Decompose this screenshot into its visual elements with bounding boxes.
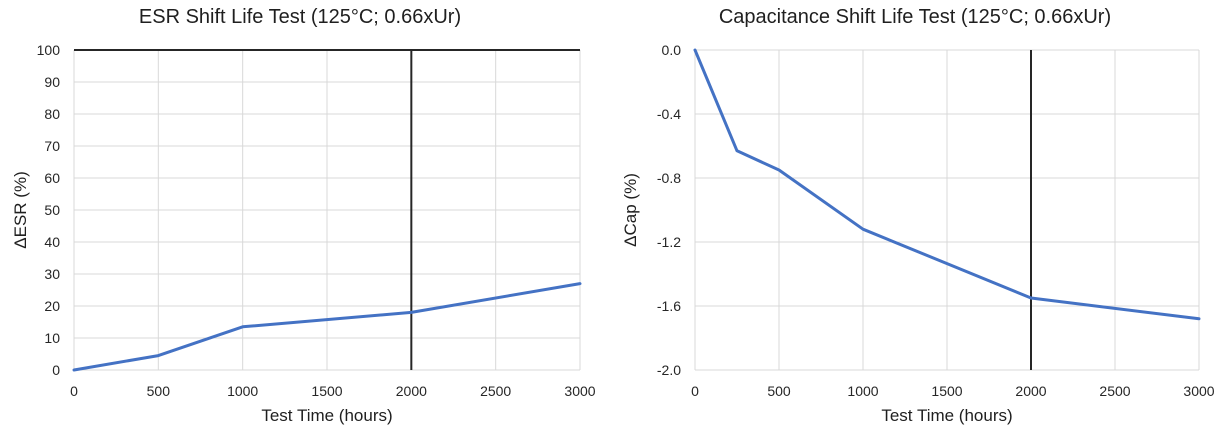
esr-y-tick-label: 30 (44, 266, 60, 282)
cap-x-axis-title: Test Time (hours) (881, 406, 1012, 425)
esr-y-tick-label: 60 (44, 170, 60, 186)
cap-x-tick-label: 0 (691, 383, 699, 399)
esr-y-tick-label: 20 (44, 298, 60, 314)
esr-x-tick-label: 3000 (564, 383, 595, 399)
esr-y-tick-label: 0 (52, 362, 60, 378)
cap-y-axis-title: ΔCap (%) (621, 173, 640, 247)
esr-y-axis-title: ΔESR (%) (11, 171, 30, 248)
esr-y-tick-label: 10 (44, 330, 60, 346)
cap-chart-title: Capacitance Shift Life Test (125°C; 0.66… (718, 6, 1112, 28)
cap-series-line (693, 48, 1201, 321)
cap-x-tick-label: 3000 (1183, 383, 1214, 399)
cap-y-tick-label: -0.4 (657, 106, 681, 122)
cap-y-tick-label: -2.0 (657, 362, 681, 378)
cap-y-tick-label: -0.8 (657, 170, 681, 186)
cap-chart-svg: -2.0 -1.6 -1.2 -0.8 -0.4 0.0 0 500 1000 1500 2000 2… (621, 42, 1215, 425)
cap-x-tick-label: 1000 (847, 383, 878, 399)
esr-x-tick-label: 1500 (311, 383, 342, 399)
cap-x-tick-label: 500 (767, 383, 791, 399)
cap-y-tick-label: -1.2 (657, 234, 681, 250)
esr-y-tick-label: 50 (44, 202, 60, 218)
esr-x-tick-label: 0 (70, 383, 78, 399)
esr-y-tick-label: 100 (37, 42, 61, 58)
esr-x-axis-title: Test Time (hours) (261, 406, 392, 425)
esr-y-tick-label: 90 (44, 74, 60, 90)
cap-x-tick-label: 2000 (1015, 383, 1046, 399)
esr-x-tick-label: 500 (147, 383, 171, 399)
esr-chart-title: ESR Shift Life Test (125°C; 0.66xUr) (138, 6, 462, 28)
cap-y-tick-label: -1.6 (657, 298, 681, 314)
cap-chart-panel: Capacitance Shift Life Test (125°C; 0.66… (610, 0, 1220, 427)
esr-x-tick-label: 2000 (396, 383, 427, 399)
cap-x-tick-label: 2500 (1099, 383, 1130, 399)
esr-series-line (72, 282, 582, 372)
esr-chart-panel: ESR Shift Life Test (125°C; 0.66xUr) 0 10… (0, 0, 600, 427)
esr-y-tick-label: 80 (44, 106, 60, 122)
cap-y-tick-label: 0.0 (662, 42, 682, 58)
esr-x-tick-label: 2500 (480, 383, 511, 399)
cap-x-tick-label: 1500 (931, 383, 962, 399)
esr-x-tick-label: 1000 (227, 383, 258, 399)
esr-y-tick-label: 40 (44, 234, 60, 250)
esr-y-tick-label: 70 (44, 138, 60, 154)
